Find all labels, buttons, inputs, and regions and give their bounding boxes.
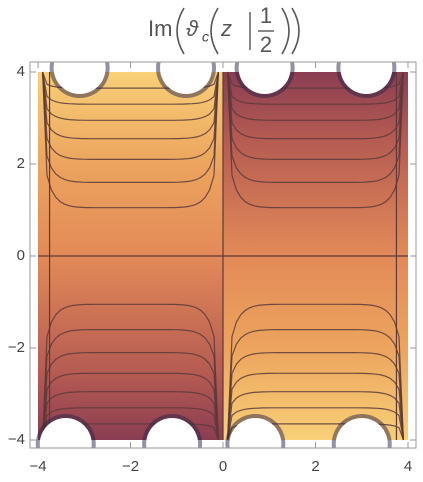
x-tick-label: −2 (122, 458, 139, 475)
contour-line (227, 391, 404, 441)
region (38, 256, 223, 440)
title-subscript: c (202, 29, 209, 45)
y-tick-label: 2 (17, 155, 25, 172)
x-tick-label: 0 (219, 458, 227, 475)
y-tick-label: 0 (17, 247, 25, 264)
title-func: ϑ (186, 16, 199, 41)
contour-line (42, 71, 219, 183)
y-tick-label: −4 (8, 431, 25, 448)
chart-title: Im ϑ c z 1 2 (148, 3, 300, 57)
contour-line (42, 372, 219, 441)
x-tick-label: 2 (311, 458, 319, 475)
contour-line (42, 71, 219, 121)
contour-line (227, 407, 404, 441)
contour-line (227, 71, 404, 160)
contour-line (227, 71, 404, 121)
contour-line (42, 71, 219, 140)
x-tick-label: 4 (404, 458, 412, 475)
contour-line (227, 71, 404, 183)
paren (291, 7, 300, 55)
contour-line (42, 407, 219, 441)
title-numerator: 1 (260, 3, 272, 28)
contour-line (227, 372, 404, 441)
y-tick-label: −2 (8, 339, 25, 356)
region (38, 72, 223, 256)
title-prefix: Im (148, 16, 172, 41)
contour-line (227, 303, 404, 441)
contour-line (227, 71, 404, 209)
contour-line (42, 71, 219, 105)
x-tick-label: −4 (29, 458, 46, 475)
contour-line (42, 352, 219, 441)
contour-line (227, 352, 404, 441)
contour-line (227, 71, 404, 105)
paren (176, 7, 185, 55)
region (223, 256, 408, 440)
contour-line (42, 71, 219, 160)
contour-line (227, 71, 404, 140)
contour-line (42, 303, 219, 441)
paren (281, 7, 290, 55)
contour-line (42, 329, 219, 441)
contour-line (42, 391, 219, 441)
region (223, 72, 408, 256)
contour-line (42, 71, 219, 209)
contour-line (227, 329, 404, 441)
y-tick-label: 4 (17, 63, 25, 80)
paren (210, 7, 219, 55)
title-denominator: 2 (260, 32, 272, 57)
mask (0, 448, 423, 482)
title-arg: z (220, 16, 232, 41)
